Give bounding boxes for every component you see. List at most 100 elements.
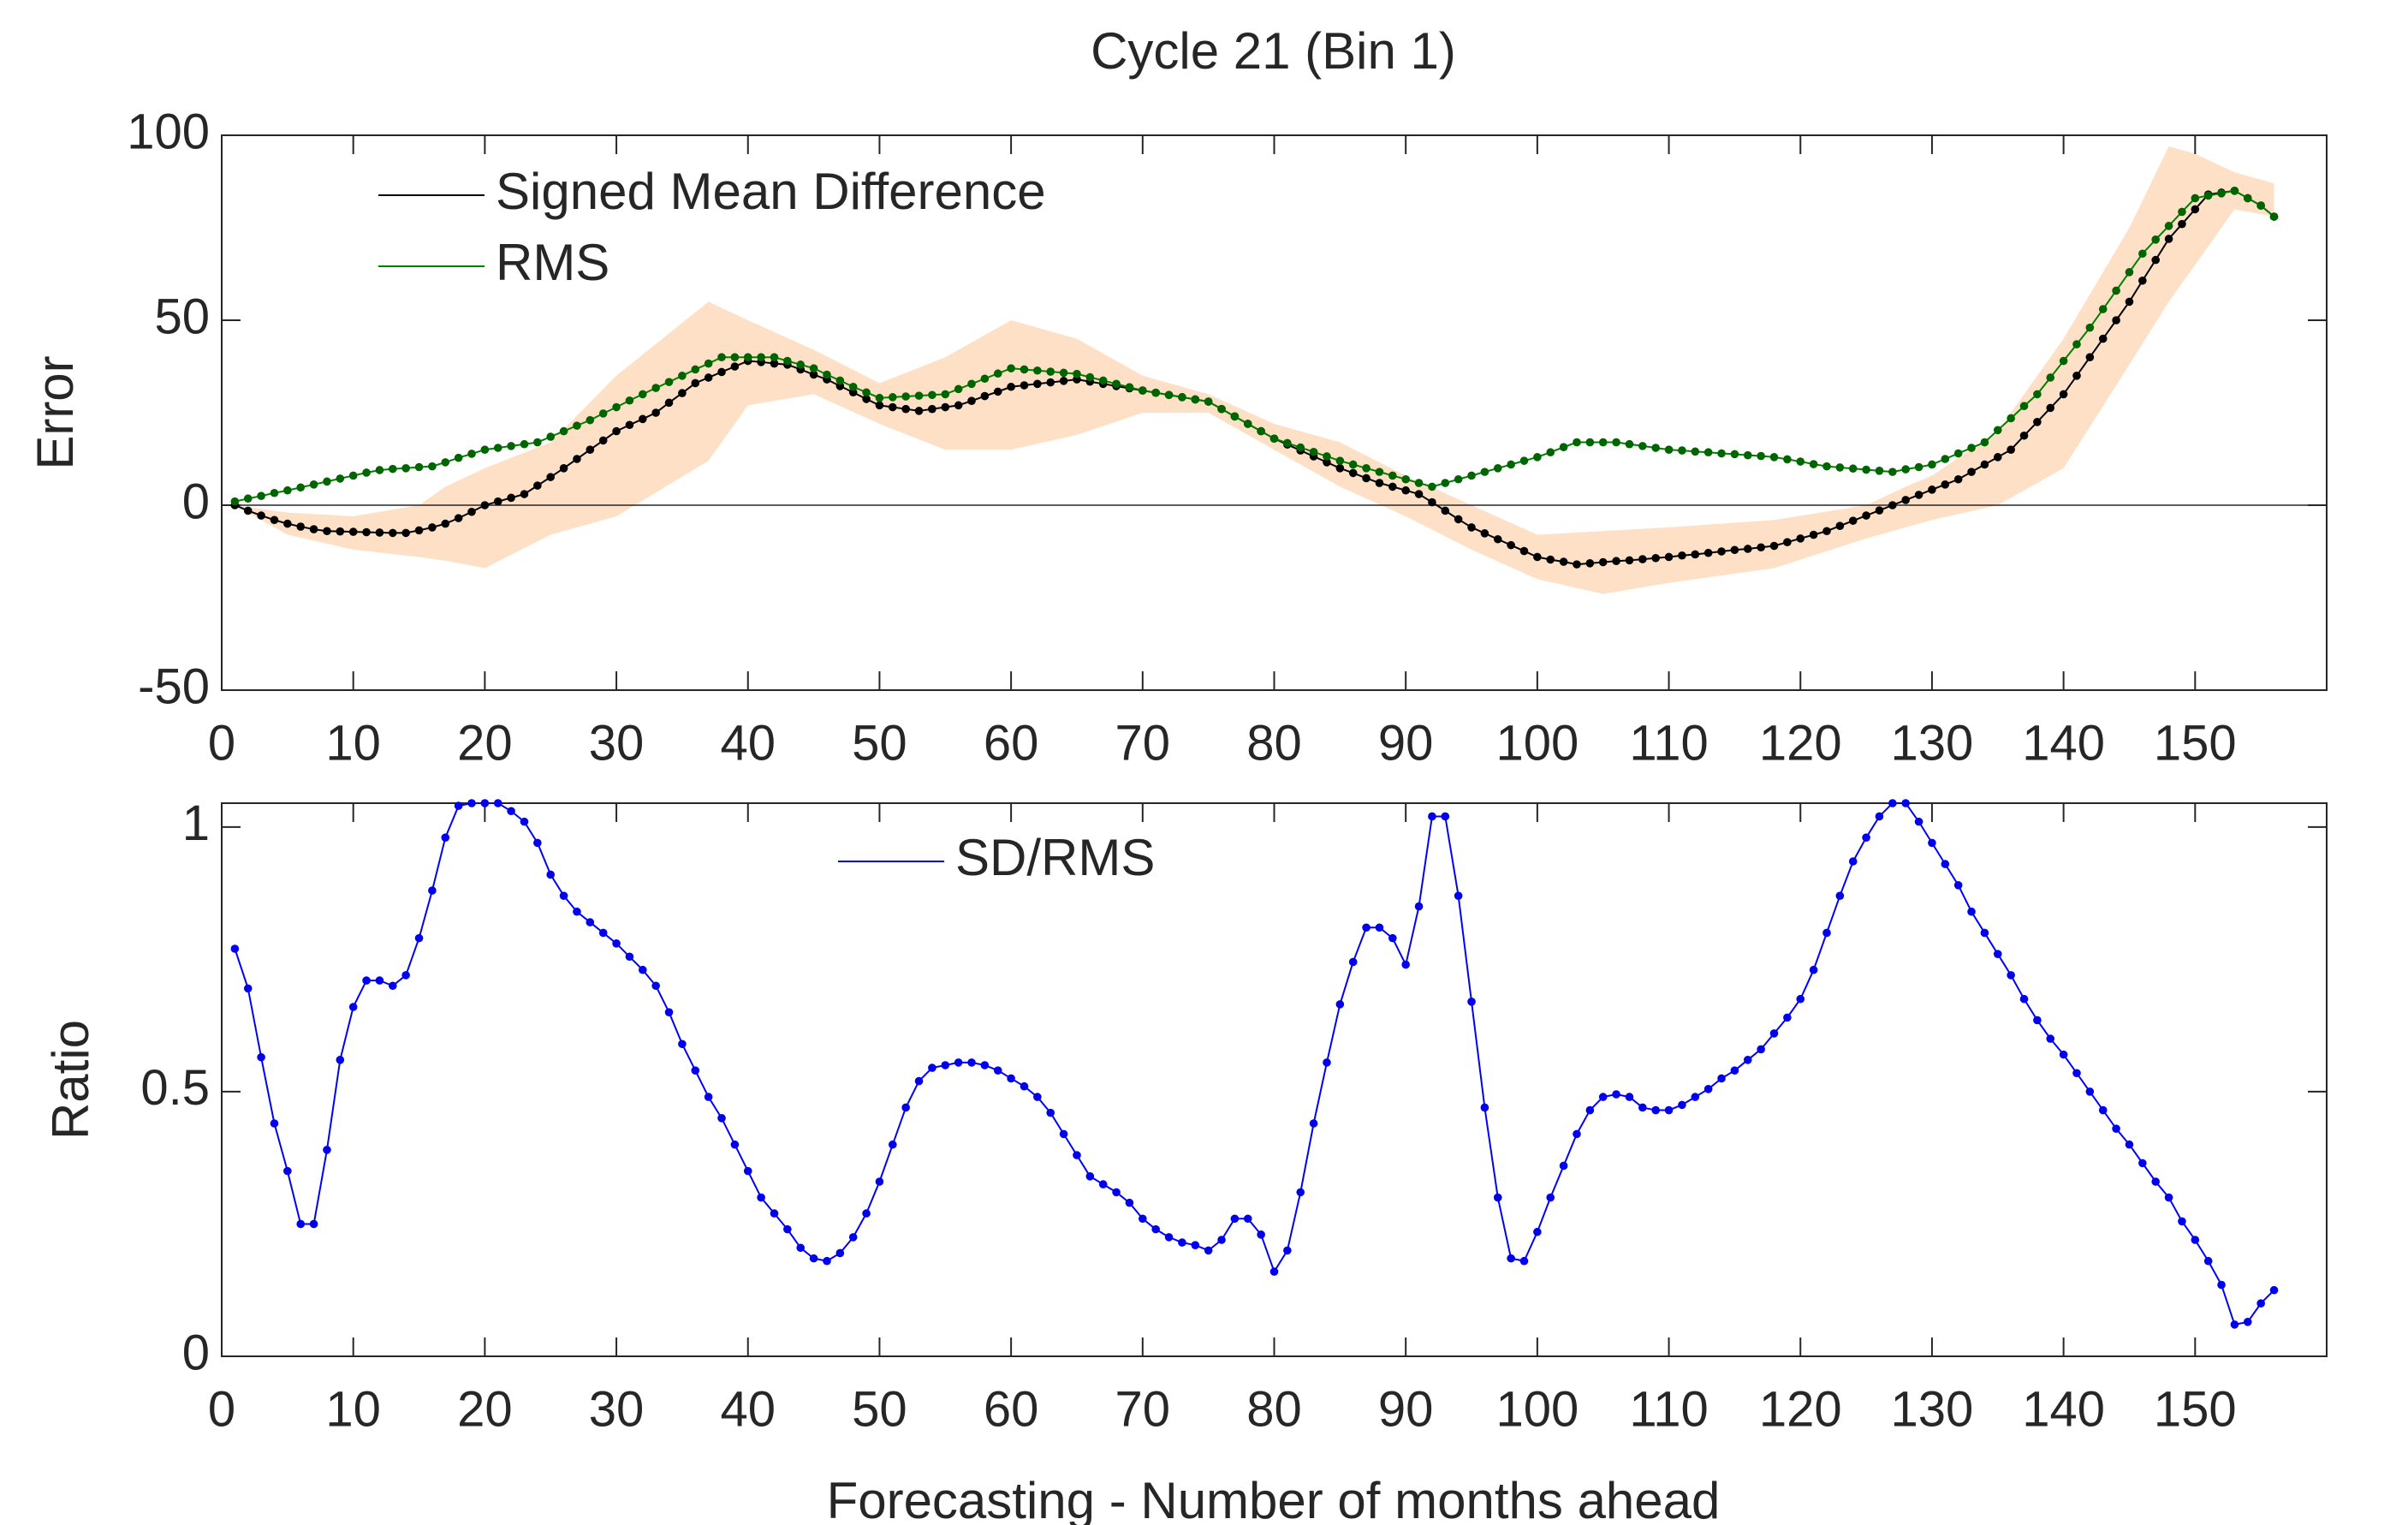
legend-label: Signed Mean Difference (496, 163, 1046, 220)
point (639, 414, 647, 424)
point (1204, 397, 1213, 406)
point (401, 971, 410, 980)
point (717, 367, 726, 377)
point (270, 515, 279, 525)
point (1967, 468, 1976, 476)
point (928, 390, 936, 400)
point (770, 359, 779, 368)
x-tick-label: 80 (1246, 1381, 1302, 1437)
point (2033, 390, 2042, 399)
point (1335, 464, 1345, 473)
point (1348, 460, 1358, 469)
point (546, 870, 556, 879)
point (1875, 506, 1884, 515)
y-tick-label: 1 (182, 795, 210, 851)
point (875, 393, 884, 402)
point (2256, 201, 2265, 210)
point (625, 952, 634, 962)
point (743, 1166, 752, 1176)
point (1664, 552, 1674, 562)
point (1230, 1214, 1240, 1224)
point (1941, 480, 1950, 489)
point (441, 833, 450, 842)
point (835, 376, 845, 385)
point (1046, 378, 1055, 387)
x-tick-label: 70 (1115, 715, 1171, 771)
x-tick-label: 130 (1891, 1381, 1974, 1437)
point (730, 353, 740, 362)
point (691, 378, 700, 388)
point (941, 1061, 950, 1069)
point (2085, 323, 2095, 332)
point (2178, 207, 2186, 217)
point (1217, 1236, 1226, 1244)
point (296, 1219, 306, 1229)
point (651, 408, 660, 417)
point (454, 801, 463, 810)
point (1033, 366, 1042, 375)
point (414, 526, 424, 535)
point (1901, 496, 1910, 504)
point (1809, 530, 1818, 539)
point (651, 384, 660, 392)
point (362, 976, 371, 985)
point (1757, 1045, 1765, 1054)
point (243, 506, 253, 515)
point (1691, 550, 1700, 559)
point (1796, 994, 1805, 1004)
point (1914, 462, 1923, 472)
point (1441, 506, 1450, 515)
point (493, 799, 502, 807)
point (257, 1052, 265, 1062)
point (2019, 431, 2029, 440)
point (1598, 557, 1608, 567)
point (901, 1103, 910, 1112)
point (559, 891, 568, 900)
point (823, 1256, 831, 1266)
point (1651, 444, 1660, 452)
point (283, 519, 292, 528)
point (1888, 501, 1897, 509)
point (1967, 444, 1976, 452)
point (914, 391, 924, 400)
point (2269, 1285, 2279, 1295)
point (914, 1076, 924, 1086)
point (428, 462, 437, 471)
point (1085, 372, 1095, 382)
point (664, 398, 674, 408)
point (454, 453, 463, 462)
point (1401, 960, 1410, 969)
point (2072, 372, 2081, 380)
point (1678, 1100, 1686, 1110)
point (1573, 560, 1581, 569)
y-tick-label: 0 (182, 474, 210, 529)
point (783, 356, 792, 366)
point (1480, 529, 1489, 538)
point (770, 353, 779, 362)
point (243, 984, 253, 993)
axes: 0 10 20 30 40 50 60 70 80 90 100 110 120 130 140 150 0 0.… (140, 795, 2328, 1437)
point (230, 944, 240, 953)
point (1020, 381, 1029, 390)
point (717, 353, 726, 362)
point (533, 438, 542, 447)
point (1467, 523, 1476, 532)
point (1164, 1233, 1174, 1242)
point (1730, 450, 1739, 459)
point (1441, 479, 1450, 487)
point (796, 360, 806, 369)
point (1257, 426, 1265, 436)
point (1348, 957, 1358, 967)
point (2085, 1087, 2095, 1096)
point (967, 396, 976, 405)
point (967, 1058, 976, 1067)
point (1822, 462, 1831, 471)
point (901, 404, 910, 414)
point (454, 514, 463, 522)
point (546, 473, 556, 481)
point (1388, 933, 1397, 943)
point (2138, 1159, 2147, 1168)
point (1323, 458, 1331, 467)
point (1335, 1000, 1345, 1009)
point (1625, 556, 1634, 565)
